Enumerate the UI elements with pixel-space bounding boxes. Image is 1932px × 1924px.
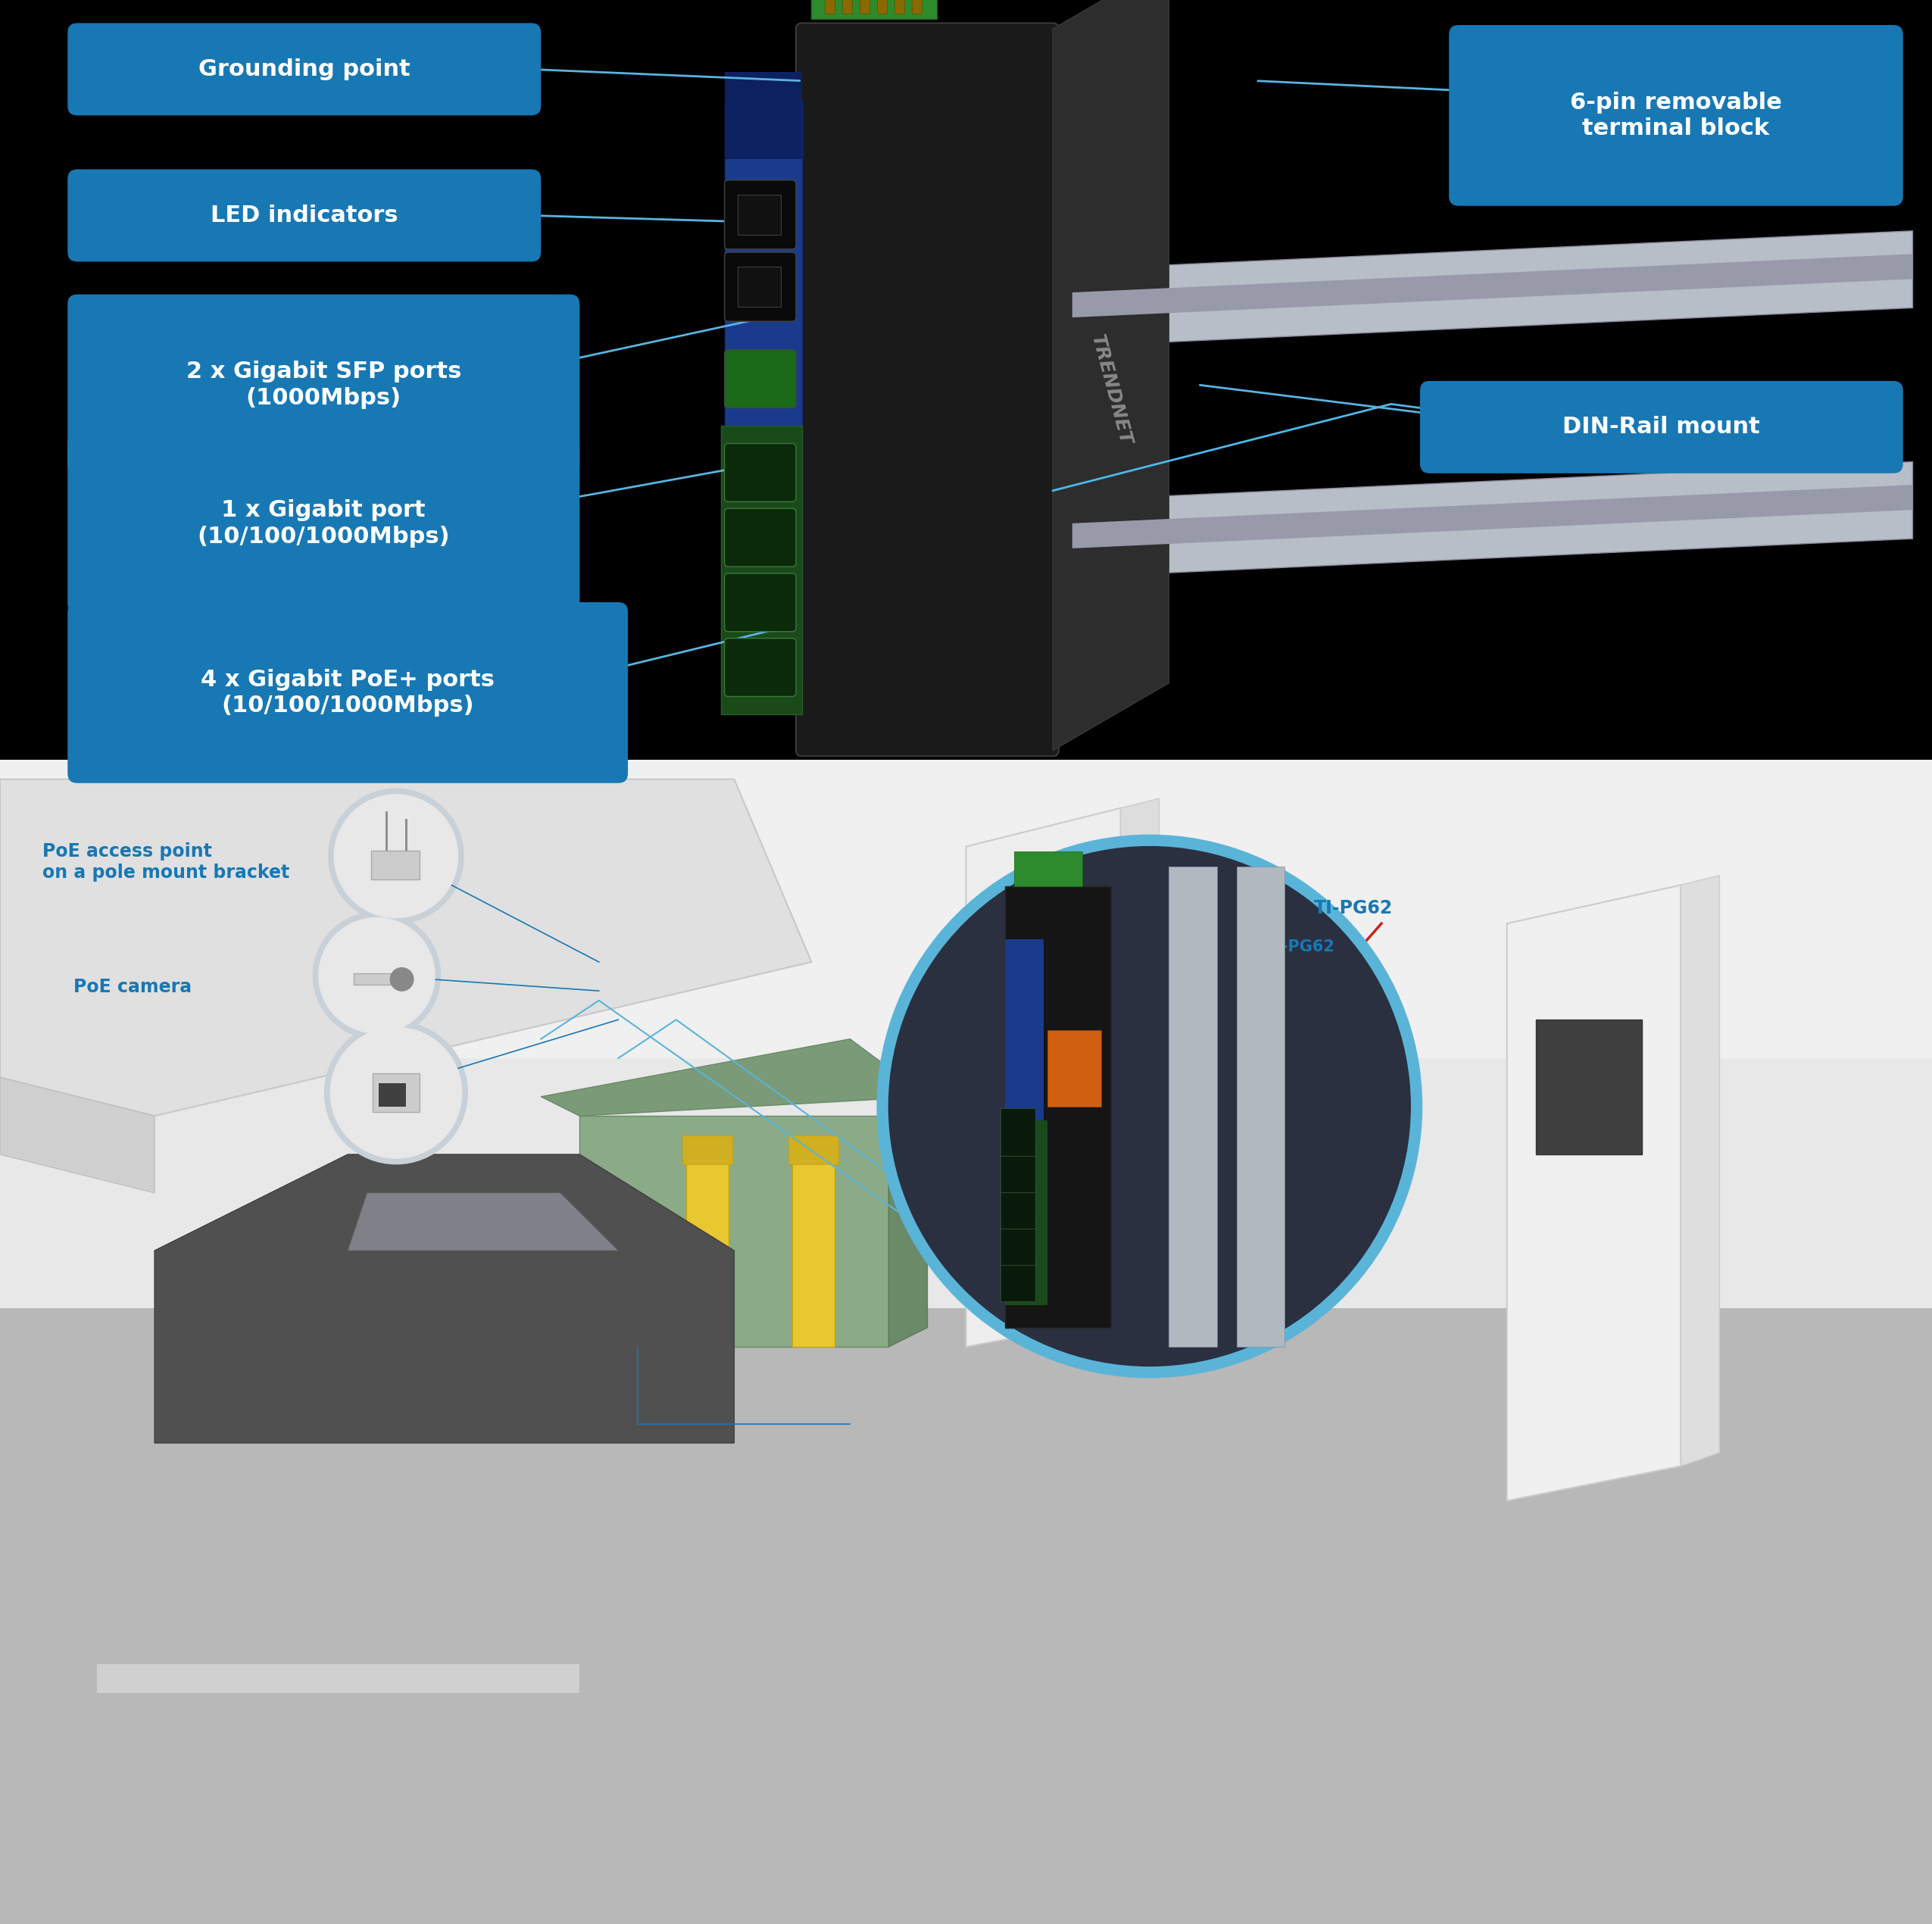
Bar [895, 0, 904, 13]
Bar [724, 71, 802, 160]
Text: 1 x Gigabit port
(10/100/1000Mbps): 1 x Gigabit port (10/100/1000Mbps) [197, 498, 450, 548]
Bar [792, 1154, 835, 1347]
FancyBboxPatch shape [724, 508, 796, 566]
Polygon shape [580, 1116, 889, 1347]
Bar [738, 194, 781, 235]
Bar [0, 760, 1932, 1058]
Circle shape [328, 789, 464, 924]
FancyBboxPatch shape [796, 23, 1059, 756]
Bar [686, 1154, 728, 1347]
Bar [1005, 1120, 1047, 1306]
Text: DIN-Rail mount: DIN-Rail mount [1563, 416, 1760, 439]
Bar [371, 850, 419, 879]
Circle shape [877, 835, 1422, 1378]
Text: TI-PG62: TI-PG62 [1265, 939, 1335, 954]
FancyBboxPatch shape [724, 444, 796, 502]
FancyBboxPatch shape [724, 573, 796, 631]
Bar [682, 1135, 732, 1164]
Text: PoE camera: PoE camera [73, 977, 191, 997]
Circle shape [330, 1027, 462, 1158]
Bar [1001, 1181, 1036, 1229]
FancyBboxPatch shape [1420, 381, 1903, 473]
Polygon shape [966, 808, 1121, 1347]
Circle shape [319, 918, 435, 1033]
Circle shape [334, 795, 458, 918]
Polygon shape [889, 1097, 927, 1347]
Bar [1005, 885, 1111, 1328]
Text: 2 x Gigabit SFP ports
(1000Mbps): 2 x Gigabit SFP ports (1000Mbps) [185, 360, 462, 410]
Text: 4 x Gigabit PoE+ ports
(10/100/1000Mbps): 4 x Gigabit PoE+ ports (10/100/1000Mbps) [201, 668, 495, 718]
Bar [724, 100, 802, 679]
Bar [877, 0, 887, 13]
Bar [985, 895, 1082, 1000]
Text: 6-pin removable
terminal block: 6-pin removable terminal block [1571, 90, 1781, 140]
Bar [1001, 1108, 1036, 1156]
FancyBboxPatch shape [1449, 25, 1903, 206]
Bar [0, 1347, 1932, 1924]
FancyBboxPatch shape [724, 181, 796, 250]
Circle shape [325, 1022, 468, 1164]
Polygon shape [1507, 885, 1681, 1501]
Bar [1169, 866, 1217, 1347]
Polygon shape [1121, 798, 1159, 1318]
Bar [1001, 1253, 1036, 1301]
Bar [373, 1074, 419, 1112]
Bar [912, 0, 922, 13]
FancyBboxPatch shape [724, 639, 796, 696]
Bar [825, 0, 835, 13]
Bar [860, 0, 869, 13]
Text: TRENDNET: TRENDNET [1088, 333, 1134, 446]
Polygon shape [354, 974, 396, 985]
FancyBboxPatch shape [68, 433, 580, 614]
Text: PoE access point
on a pole mount bracket: PoE access point on a pole mount bracket [43, 843, 290, 881]
Polygon shape [541, 1039, 927, 1116]
Polygon shape [0, 1077, 155, 1193]
Circle shape [390, 968, 413, 991]
Bar [1001, 1216, 1036, 1264]
Bar [738, 267, 781, 306]
Polygon shape [155, 1154, 734, 1443]
Bar [1014, 850, 1082, 885]
FancyBboxPatch shape [724, 252, 796, 321]
Bar [1047, 1029, 1101, 1106]
Bar [788, 1135, 838, 1164]
Polygon shape [0, 1308, 1932, 1924]
Polygon shape [1053, 0, 1169, 750]
Polygon shape [1072, 254, 1913, 317]
Polygon shape [1072, 485, 1913, 548]
Bar [1236, 866, 1285, 1347]
Text: LED indicators: LED indicators [211, 204, 398, 227]
FancyBboxPatch shape [68, 23, 541, 115]
FancyBboxPatch shape [68, 169, 541, 262]
Bar [1001, 1145, 1036, 1193]
Polygon shape [1072, 231, 1913, 346]
Polygon shape [348, 1193, 618, 1251]
Text: Grounding point: Grounding point [199, 58, 410, 81]
Circle shape [889, 847, 1410, 1366]
Polygon shape [1681, 875, 1719, 1466]
Polygon shape [0, 779, 811, 1116]
Bar [0, 770, 1932, 1924]
Circle shape [313, 912, 440, 1039]
FancyBboxPatch shape [724, 350, 796, 408]
FancyBboxPatch shape [68, 602, 628, 783]
Bar [811, 0, 937, 19]
Bar [842, 0, 852, 13]
Bar [721, 425, 802, 714]
FancyBboxPatch shape [68, 294, 580, 475]
Bar [97, 1664, 580, 1693]
Text: TI-PG62: TI-PG62 [1314, 899, 1393, 918]
Bar [379, 1083, 406, 1106]
Bar [1536, 1020, 1642, 1154]
Bar [1005, 939, 1043, 1293]
Polygon shape [1072, 462, 1913, 577]
